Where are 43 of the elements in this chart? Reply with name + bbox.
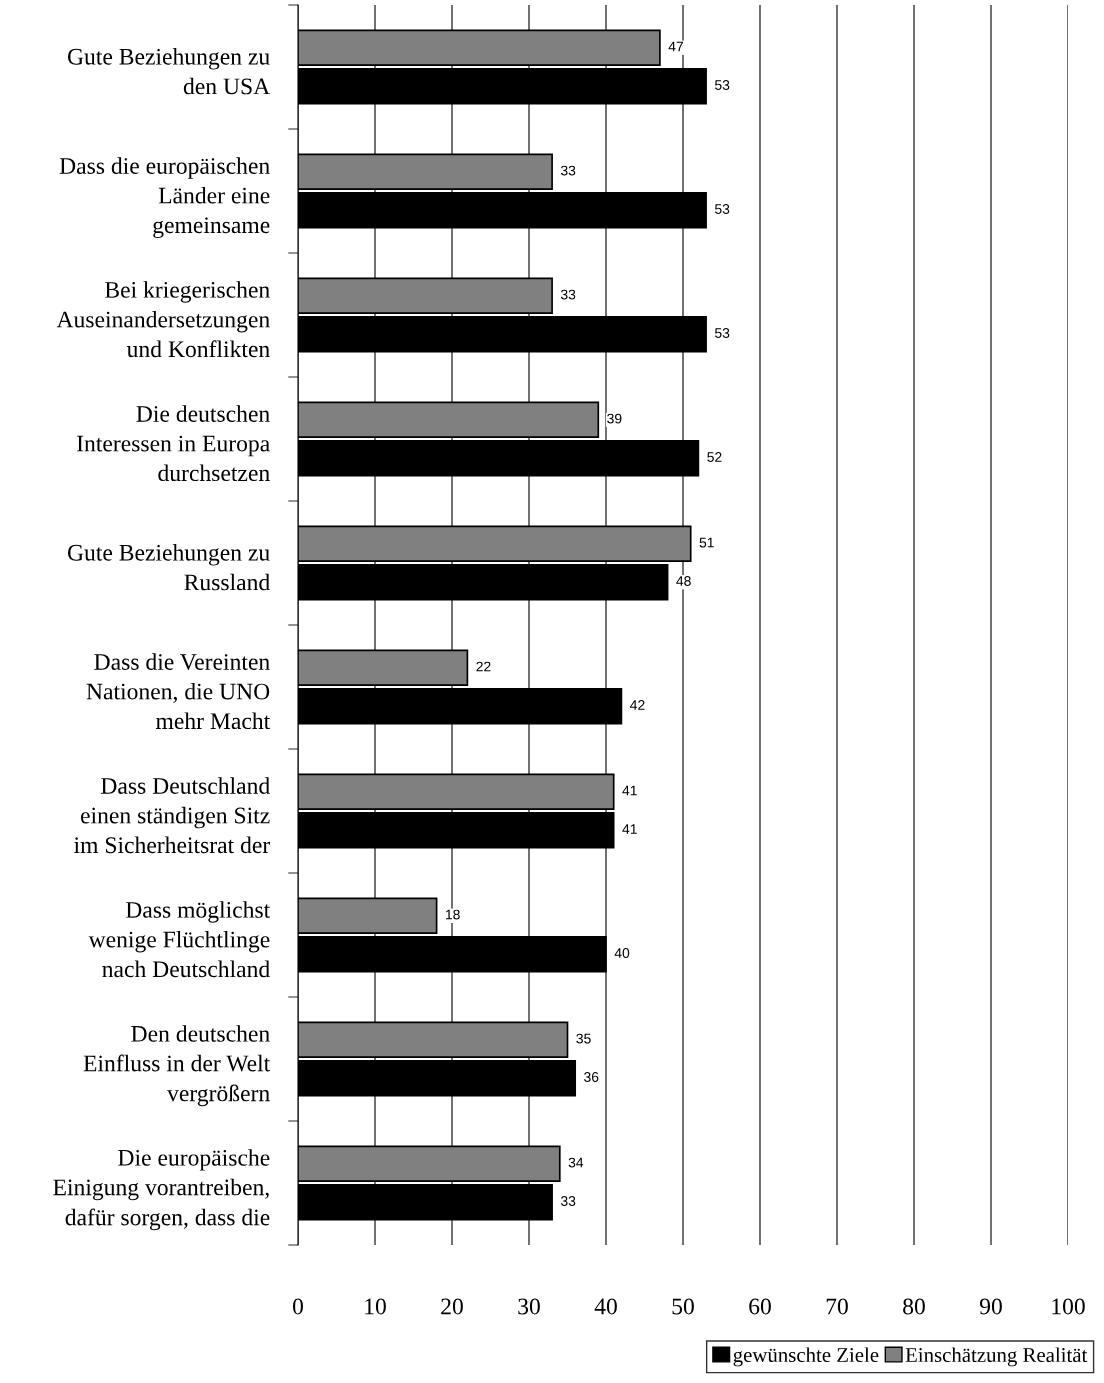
data-label: 48 bbox=[676, 576, 691, 586]
legend-label: Einschätzung Realität bbox=[905, 1347, 1088, 1367]
data-label: 33 bbox=[560, 165, 576, 176]
legend-label: gewünschte Ziele bbox=[733, 1347, 879, 1367]
data-label: 52 bbox=[707, 452, 722, 462]
x-tick-label: 100 bbox=[1052, 1298, 1085, 1315]
x-tick-label: 80 bbox=[903, 1298, 925, 1315]
x-tick-label: 90 bbox=[979, 1298, 1002, 1315]
data-label: 36 bbox=[584, 1072, 599, 1082]
x-tick-label: 20 bbox=[441, 1298, 463, 1315]
x-tick-label: 70 bbox=[826, 1298, 848, 1315]
x-tick-label: 60 bbox=[749, 1298, 771, 1315]
data-label: 41 bbox=[622, 785, 637, 796]
y-tick-label: Bei kriegerischen Auseinandersetzungen und Konflikten bbox=[56, 281, 270, 358]
x-tick-label: 40 bbox=[594, 1298, 617, 1315]
data-label: 22 bbox=[476, 661, 491, 672]
y-tick-label: Den deutschen Einfluss in der Welt vergrößern bbox=[83, 1025, 271, 1107]
data-label: 53 bbox=[714, 204, 730, 214]
x-tick-label: 0 bbox=[293, 1298, 303, 1315]
data-label: 34 bbox=[568, 1157, 584, 1168]
y-tick-label: Dass die europäischen Länder eine gemeinsame bbox=[59, 157, 270, 239]
data-label: 35 bbox=[576, 1033, 591, 1044]
y-tick-label: Die europäische Einigung vorantreiben, dafür sorgen, dass die bbox=[53, 1149, 270, 1231]
y-tick-label: Die deutschen Interessen in Europa durchsetzen bbox=[77, 405, 270, 482]
data-label: 53 bbox=[714, 328, 730, 338]
data-label: 33 bbox=[560, 289, 576, 300]
y-tick-label: Gute Beziehungen zu den USA bbox=[67, 48, 271, 95]
y-tick-label: Dass die Vereinten Nationen, die UNO mehr Macht bbox=[86, 653, 271, 730]
x-tick-label: 30 bbox=[518, 1298, 540, 1315]
x-tick-label: 10 bbox=[365, 1298, 386, 1315]
data-label: 42 bbox=[630, 700, 645, 710]
data-label: 18 bbox=[445, 909, 460, 920]
data-label: 40 bbox=[614, 948, 630, 958]
data-label: 53 bbox=[714, 80, 730, 90]
data-label: 33 bbox=[560, 1196, 576, 1206]
y-tick-label: Dass Deutschland einen ständigen Sitz im Sicherheitsrat der bbox=[74, 777, 271, 854]
y-tick-label: Dass möglichst wenige Flüchtlinge nach Deutschland bbox=[88, 901, 271, 978]
data-label: 47 bbox=[668, 41, 683, 52]
y-tick-label: Gute Beziehungen zu Russland bbox=[67, 544, 270, 591]
data-label: 41 bbox=[622, 824, 637, 834]
x-tick-label: 50 bbox=[672, 1298, 694, 1315]
data-label: 39 bbox=[607, 413, 622, 424]
data-label: 51 bbox=[699, 537, 714, 548]
